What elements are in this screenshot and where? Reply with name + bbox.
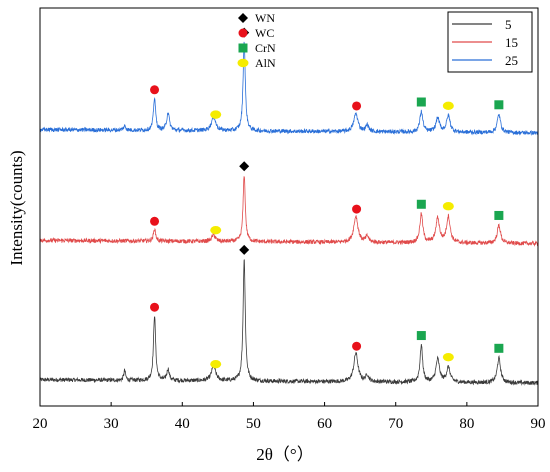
x-tick-label: 80 bbox=[459, 416, 474, 432]
peak-marker-aln-25 bbox=[210, 110, 222, 119]
peak-marker-crn-15 bbox=[494, 210, 504, 220]
peak-marker-wc-25 bbox=[352, 101, 362, 111]
series-line-15 bbox=[39, 176, 539, 247]
phase-legend-aln-label: AlN bbox=[255, 56, 276, 70]
peak-marker-aln-15 bbox=[442, 202, 454, 211]
peak-marker-aln-5 bbox=[210, 359, 222, 369]
y-axis-title: Intensity(counts) bbox=[7, 150, 26, 265]
series-legend-label-15: 15 bbox=[505, 35, 518, 50]
peak-marker-wc-15 bbox=[352, 204, 362, 214]
phase-legend-aln-icon bbox=[237, 58, 249, 68]
peak-marker-layer bbox=[150, 27, 504, 369]
peak-marker-aln-15 bbox=[210, 225, 222, 235]
x-tick-label: 20 bbox=[33, 416, 48, 432]
x-axis-ticks: 20 30 40 50 60 70 80 90 bbox=[33, 402, 546, 432]
peak-marker-wn-15 bbox=[239, 161, 250, 172]
x-tick-label: 90 bbox=[531, 416, 546, 432]
series-layer bbox=[39, 41, 539, 386]
series-legend-label-25: 25 bbox=[505, 53, 518, 68]
series-legend-label-5: 5 bbox=[505, 17, 512, 32]
peak-marker-crn-25 bbox=[494, 100, 504, 110]
x-tick-label: 40 bbox=[175, 416, 190, 432]
phase-legend-wn-label: WN bbox=[255, 11, 275, 25]
x-axis-title: 2θ（°） bbox=[256, 445, 313, 464]
peak-marker-wc-5 bbox=[150, 302, 160, 312]
peak-marker-aln-5 bbox=[442, 352, 454, 362]
phase-legend-wc-icon bbox=[238, 28, 248, 38]
plot-frame bbox=[39, 7, 539, 407]
series-legend: 5 15 25 bbox=[447, 11, 533, 73]
phase-legend-crn-icon bbox=[238, 43, 248, 53]
peak-marker-crn-5 bbox=[416, 331, 426, 341]
peak-marker-crn-25 bbox=[416, 97, 426, 107]
x-tick-label: 30 bbox=[104, 416, 119, 432]
peak-marker-wc-15 bbox=[150, 216, 160, 226]
peak-marker-wc-5 bbox=[352, 341, 362, 351]
peak-marker-crn-5 bbox=[494, 343, 504, 353]
x-tick-label: 70 bbox=[388, 416, 403, 432]
x-tick-label: 60 bbox=[317, 416, 332, 432]
peak-marker-wn-5 bbox=[239, 244, 250, 255]
x-tick-label: 50 bbox=[246, 416, 261, 432]
phase-legend-wn-icon bbox=[238, 13, 248, 23]
phase-legend-wc-label: WC bbox=[255, 26, 274, 40]
phase-legend-crn-label: CrN bbox=[255, 41, 276, 55]
peak-marker-crn-15 bbox=[416, 199, 426, 209]
peak-marker-wc-25 bbox=[150, 85, 160, 95]
series-line-25 bbox=[39, 41, 539, 136]
peak-marker-aln-25 bbox=[442, 101, 454, 111]
series-line-5 bbox=[39, 259, 539, 386]
